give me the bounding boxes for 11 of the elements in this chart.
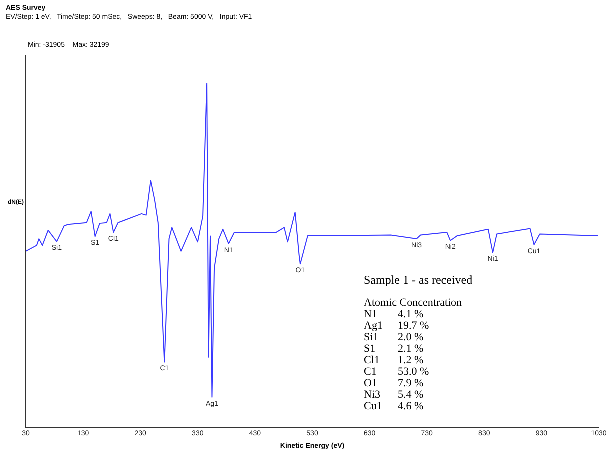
text: N1 4.1 % [364,308,424,320]
text: Ag1 19.7 % [364,320,430,332]
text: S1 2.1 % [364,343,424,355]
text: C1 53.0 % [364,366,430,378]
text: O1 7.9 % [364,378,424,390]
annotation: Atomic Concentration [364,297,463,309]
annotation: Sample 1 - as received [364,273,473,287]
text: Cu1 4.6 % [364,400,424,412]
text: Cl1 1.2 % [364,354,424,366]
text: Ni3 5.4 % [364,389,424,401]
text: Si1 2.0 % [364,332,424,344]
